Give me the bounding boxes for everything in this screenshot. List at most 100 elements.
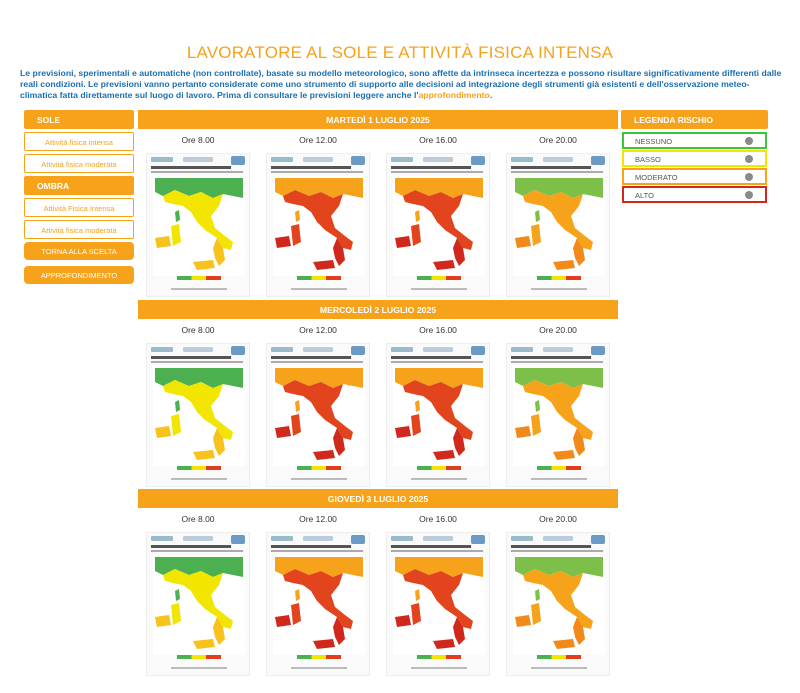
forecast-map-image[interactable] [386, 153, 490, 297]
approfondimento-link[interactable]: approfondimento [418, 90, 490, 100]
map-color-scale [297, 655, 341, 659]
map-color-scale [297, 466, 341, 470]
logo-icon [511, 347, 533, 352]
forecast-map-cell[interactable] [138, 532, 258, 676]
forecast-map-cell[interactable] [498, 153, 618, 297]
info-icon[interactable] [745, 191, 753, 199]
forecast-map-image[interactable] [146, 532, 250, 676]
forecast-map-cell[interactable] [378, 153, 498, 297]
ombra-attivita-moderata-button[interactable]: Attività fisica moderata [24, 220, 134, 239]
forecast-map-cell[interactable] [258, 343, 378, 487]
forecast-map-cell[interactable] [138, 343, 258, 487]
map-title-line [151, 545, 231, 548]
forecast-map-image[interactable] [506, 153, 610, 297]
logo-icon [543, 536, 573, 541]
map-title-line [391, 166, 471, 169]
forecast-map-image[interactable] [386, 532, 490, 676]
map-footer-line [411, 478, 467, 480]
time-label: Ore 12.00 [299, 514, 337, 524]
map-subtitle-line [271, 361, 363, 363]
map-footer-line [531, 288, 587, 290]
map-color-scale [177, 276, 221, 280]
logo-icon [471, 156, 485, 165]
info-icon[interactable] [745, 137, 753, 145]
map-subtitle-line [511, 361, 603, 363]
legend-label: MODERATO [635, 173, 678, 182]
map-title-line [511, 356, 591, 359]
map-footer-line [531, 478, 587, 480]
logo-icon [271, 347, 293, 352]
map-subtitle-line [391, 171, 483, 173]
logo-icon [183, 536, 213, 541]
time-label: Ore 8.00 [181, 135, 215, 145]
map-subtitle-line [151, 171, 243, 173]
time-label: Ore 20.00 [539, 135, 577, 145]
torna-alla-scelta-button[interactable]: TORNA ALLA SCELTA [24, 242, 134, 260]
map-footer-line [291, 288, 347, 290]
time-label: Ore 16.00 [419, 325, 457, 335]
map-subtitle-line [271, 550, 363, 552]
forecast-map-image[interactable] [266, 153, 370, 297]
logo-icon [271, 157, 293, 162]
logo-icon [471, 346, 485, 355]
day-header: MERCOLEDÌ 2 LUGLIO 2025 [138, 300, 618, 319]
time-label: Ore 16.00 [419, 135, 457, 145]
info-icon[interactable] [745, 155, 753, 163]
forecast-map-cell[interactable] [498, 343, 618, 487]
forecast-map-cell[interactable] [378, 532, 498, 676]
forecast-map-cell[interactable] [258, 153, 378, 297]
logo-icon [543, 157, 573, 162]
page-title: LAVORATORE AL SOLE E ATTIVITÀ FISICA INT… [186, 43, 614, 62]
map-subtitle-line [151, 550, 243, 552]
logo-icon [423, 536, 453, 541]
approfondimento-button[interactable]: APPROFONDIMENTO [24, 266, 134, 284]
legend-item-alto: ALTO [622, 186, 767, 203]
time-label: Ore 8.00 [181, 325, 215, 335]
sole-attivita-intensa-button[interactable]: Attività fisica intensa [24, 132, 134, 151]
map-row [138, 153, 618, 297]
logo-icon [271, 536, 293, 541]
map-footer-line [291, 478, 347, 480]
ombra-header: OMBRA [24, 176, 134, 195]
forecast-map-cell[interactable] [498, 532, 618, 676]
time-row: Ore 8.00 Ore 12.00 Ore 16.00 Ore 20.00 [138, 135, 618, 150]
legend-header: LEGENDA RISCHIO [621, 110, 768, 129]
forecast-map-image[interactable] [146, 153, 250, 297]
map-row [138, 532, 618, 676]
logo-icon [391, 536, 413, 541]
logo-icon [231, 156, 245, 165]
forecast-map-image[interactable] [506, 343, 610, 487]
logo-icon [391, 347, 413, 352]
legend-label: NESSUNO [635, 137, 673, 146]
intro-body: Le previsioni, sperimentali e automatich… [20, 68, 782, 100]
map-title-line [271, 356, 351, 359]
logo-icon [591, 346, 605, 355]
legend-item-basso: BASSO [622, 150, 767, 167]
ombra-attivita-intensa-button[interactable]: Attività Fisica Intensa [24, 198, 134, 217]
legend-label: ALTO [635, 191, 654, 200]
time-label: Ore 20.00 [539, 325, 577, 335]
map-color-scale [537, 655, 581, 659]
time-row: Ore 8.00 Ore 12.00 Ore 16.00 Ore 20.00 [138, 514, 618, 529]
logo-icon [591, 156, 605, 165]
forecast-map-cell[interactable] [258, 532, 378, 676]
logo-icon [303, 536, 333, 541]
logo-icon [511, 536, 533, 541]
map-subtitle-line [391, 550, 483, 552]
forecast-map-image[interactable] [506, 532, 610, 676]
map-subtitle-line [151, 361, 243, 363]
logo-icon [183, 157, 213, 162]
forecast-map-image[interactable] [146, 343, 250, 487]
intro-text: Le previsioni, sperimentali e automatich… [20, 68, 782, 101]
forecast-map-image[interactable] [266, 532, 370, 676]
forecast-map-image[interactable] [386, 343, 490, 487]
forecast-map-image[interactable] [266, 343, 370, 487]
logo-icon [351, 346, 365, 355]
map-subtitle-line [511, 550, 603, 552]
info-icon[interactable] [745, 173, 753, 181]
forecast-map-cell[interactable] [138, 153, 258, 297]
map-color-scale [417, 655, 461, 659]
sole-attivita-moderata-button[interactable]: Attività fisica moderata [24, 154, 134, 173]
map-title-line [511, 545, 591, 548]
forecast-map-cell[interactable] [378, 343, 498, 487]
